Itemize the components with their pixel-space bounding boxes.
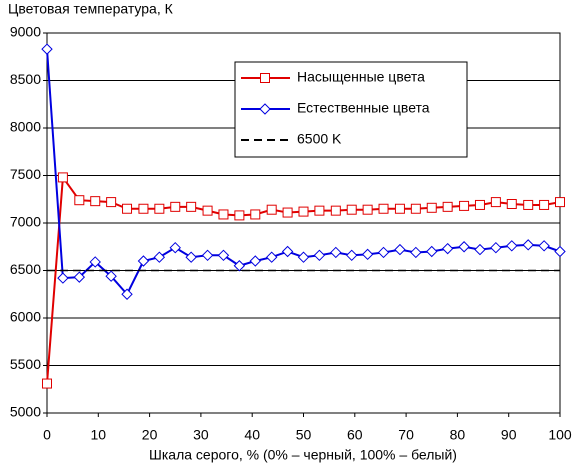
x-tick-label: 90 xyxy=(501,427,517,443)
legend-marker xyxy=(259,103,271,115)
marker xyxy=(474,199,485,210)
x-tick-label: 100 xyxy=(548,427,572,443)
marker xyxy=(137,255,150,267)
x-tick-label: 30 xyxy=(193,427,209,443)
marker xyxy=(523,199,534,210)
marker xyxy=(90,196,101,207)
marker xyxy=(506,240,518,252)
marker xyxy=(441,242,454,255)
y-axis-label: Цветовая температура, К xyxy=(8,1,174,17)
marker xyxy=(138,203,149,214)
y-tick-label: 6500 xyxy=(10,261,41,277)
marker xyxy=(282,207,293,218)
marker xyxy=(330,246,342,259)
legend-label: 6500 K xyxy=(297,131,342,147)
x-tick-label: 80 xyxy=(450,427,466,443)
x-tick-label: 10 xyxy=(91,427,107,443)
marker xyxy=(346,249,358,262)
marker xyxy=(458,241,470,253)
marker xyxy=(218,209,229,220)
marker xyxy=(378,203,389,214)
marker xyxy=(346,204,357,215)
marker xyxy=(298,206,309,217)
marker xyxy=(426,202,437,213)
marker xyxy=(490,197,501,208)
marker xyxy=(106,197,117,208)
marker xyxy=(410,203,421,214)
x-tick-label: 60 xyxy=(347,427,363,443)
y-tick-label: 5500 xyxy=(10,356,41,372)
x-axis-label: Шкала серого, % (0% – черный, 100% – бел… xyxy=(149,447,457,463)
marker xyxy=(89,256,101,268)
marker xyxy=(122,203,133,214)
marker xyxy=(57,172,68,183)
marker xyxy=(538,240,550,252)
legend-marker xyxy=(260,73,270,83)
marker xyxy=(153,251,166,263)
marker xyxy=(170,201,181,212)
marker xyxy=(201,249,214,262)
marker xyxy=(410,246,422,259)
y-tick-label: 5000 xyxy=(10,404,41,420)
marker xyxy=(186,201,197,212)
y-tick-label: 7500 xyxy=(10,166,41,182)
y-tick-label: 8500 xyxy=(10,71,41,87)
marker xyxy=(265,251,278,263)
x-tick-label: 40 xyxy=(244,427,260,443)
marker xyxy=(539,199,550,210)
marker xyxy=(506,199,517,209)
x-tick-label: 70 xyxy=(398,427,414,443)
marker xyxy=(490,241,502,254)
marker xyxy=(426,245,438,258)
marker xyxy=(266,204,277,215)
marker xyxy=(442,201,453,212)
marker xyxy=(459,200,470,211)
x-tick-label: 50 xyxy=(296,427,312,443)
marker xyxy=(361,248,374,261)
x-tick-label: 0 xyxy=(43,427,51,443)
marker xyxy=(57,272,69,284)
marker xyxy=(362,204,373,215)
marker xyxy=(330,205,341,216)
marker xyxy=(377,246,390,259)
marker xyxy=(105,270,117,282)
marker xyxy=(234,210,245,221)
marker xyxy=(42,378,52,389)
marker xyxy=(217,249,230,262)
legend-label: Естественные цвета xyxy=(297,100,430,116)
plot-area xyxy=(46,32,561,414)
marker xyxy=(555,197,565,208)
y-tick-label: 9000 xyxy=(10,24,41,40)
legend-label: Насыщенные цвета xyxy=(297,69,425,85)
marker xyxy=(154,203,165,214)
marker xyxy=(394,243,406,256)
y-tick-label: 7000 xyxy=(10,214,41,230)
marker xyxy=(297,251,310,263)
y-tick-label: 8000 xyxy=(10,119,41,135)
marker xyxy=(281,245,294,258)
marker xyxy=(121,288,133,300)
marker xyxy=(314,205,325,216)
marker xyxy=(73,271,86,283)
marker xyxy=(249,255,261,267)
marker xyxy=(522,239,534,251)
marker xyxy=(250,209,261,220)
marker xyxy=(233,260,246,272)
marker xyxy=(474,243,486,256)
marker xyxy=(202,205,213,216)
y-tick-label: 6000 xyxy=(10,309,41,325)
x-tick-label: 20 xyxy=(142,427,158,443)
marker xyxy=(554,245,566,258)
marker xyxy=(41,43,53,55)
marker xyxy=(169,241,181,254)
marker xyxy=(394,203,405,214)
marker xyxy=(185,251,197,263)
marker xyxy=(74,195,85,206)
marker xyxy=(313,249,326,262)
